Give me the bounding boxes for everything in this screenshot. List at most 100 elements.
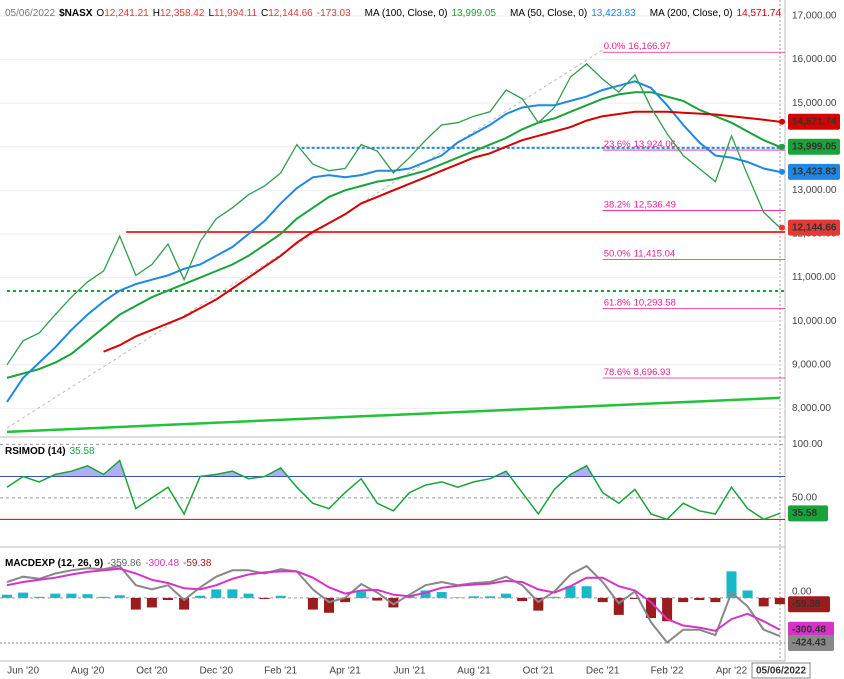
histogram-bar: [340, 597, 351, 603]
histogram-bar: [195, 595, 206, 598]
moving-average: [6, 80, 781, 403]
histogram-bar: [211, 589, 222, 598]
x-tick-label: Apr '21: [329, 666, 361, 677]
fib-price: 11,415.04: [634, 248, 676, 259]
histogram-bar: [517, 597, 528, 602]
header-text: MA (50, Close, 0): [510, 8, 587, 19]
price-tag: [788, 596, 830, 613]
histogram-bar: [742, 590, 753, 598]
histogram-bar: [597, 597, 608, 603]
rsi-line: [6, 459, 781, 521]
histogram-bar: [34, 596, 45, 598]
x-tick-label: Jun '21: [394, 666, 426, 677]
histogram-bar: [18, 592, 29, 598]
histogram-bar: [678, 597, 689, 603]
panel-header: 05/06/2022 $NASX O12,241.21 H12,358.42 L11,9…: [5, 8, 781, 19]
histogram-bar: [82, 594, 93, 598]
price-tag: [788, 621, 834, 638]
fib-price: 13,924.06: [634, 139, 676, 150]
histogram-bar: [324, 597, 334, 613]
x-tick-label: Jun '20: [7, 666, 39, 677]
price-tag-label: 35.58: [792, 508, 817, 519]
histogram-bar: [307, 597, 318, 610]
histogram-bar: [114, 595, 125, 598]
histogram-bar: [275, 595, 286, 598]
fib-label: 0.0% 16,166.97: [604, 41, 671, 52]
histogram-bar: [533, 597, 544, 611]
histogram-bar: [662, 597, 673, 622]
histogram-bar: [98, 596, 109, 598]
y-tick-label: 17,000.00: [792, 11, 837, 22]
header-text: $NASX: [59, 8, 93, 19]
histogram-bar: [726, 571, 737, 598]
header-text: 12,241.21: [104, 8, 149, 19]
histogram-bar: [565, 586, 576, 598]
histogram-bar: [388, 597, 399, 608]
macd-line: [6, 564, 781, 644]
x-tick-label: Oct '21: [523, 666, 555, 677]
fib-label: 38.2% 12,536.49: [604, 199, 676, 210]
fib-label: 78.6% 8,696.93: [604, 367, 671, 378]
fib-label: 23.6% 13,924.06: [604, 139, 676, 150]
fib-price: 12,536.49: [634, 199, 676, 210]
y-tick-label: 15,000.00: [792, 98, 837, 109]
price-tag: [788, 163, 840, 180]
header-text: C: [261, 8, 268, 19]
x-tick-label: Apr '22: [716, 666, 748, 677]
header-text: MA (200, Close, 0): [650, 8, 733, 19]
header-text: -359.86: [107, 558, 141, 569]
x-tick-label: Feb '21: [264, 666, 297, 677]
fib-ratio: 78.6%: [604, 367, 631, 378]
histogram-bar: [468, 596, 479, 598]
histogram-bar: [179, 597, 190, 610]
header-text: 35.58: [70, 446, 95, 457]
x-tick-label: Oct '20: [136, 666, 168, 677]
y-tick-label: 16,000.00: [792, 54, 837, 65]
y-tick-label: 8,000.00: [792, 403, 831, 414]
header-text: -173.03: [317, 8, 351, 19]
x-tick-label: Dec '21: [586, 666, 620, 677]
header-text: 12,144.66: [268, 8, 313, 19]
fib-label: 61.8% 10,293.58: [604, 297, 676, 308]
histogram-bar: [227, 589, 238, 598]
x-tick-label: Dec '20: [200, 666, 234, 677]
fib-label: 50.0% 11,415.04: [604, 248, 676, 259]
histogram-bar: [163, 597, 173, 601]
panel-header: RSIMOD (14) 35.58: [5, 446, 95, 457]
overbought-fill: [7, 460, 780, 477]
y-tick-label: 50.00: [792, 493, 817, 504]
header-text: 12,358.42: [160, 8, 205, 19]
price-dot: [779, 118, 785, 125]
histogram-bar: [2, 594, 12, 598]
histogram-bar: [436, 592, 447, 598]
x-tick-label: Aug '21: [457, 666, 491, 677]
y-tick-label: 11,000.00: [792, 272, 836, 283]
histogram-bar: [452, 597, 463, 598]
header-text: MA (100, Close, 0): [365, 8, 448, 19]
fib-ratio: 38.2%: [604, 199, 631, 210]
moving-average: [6, 91, 781, 379]
price-tag: [788, 634, 834, 651]
price-line: [6, 63, 781, 366]
header-text: -59.38: [183, 558, 212, 569]
header-text: 13,999.05: [451, 8, 496, 19]
date-box: [751, 662, 811, 679]
price-tag-label: -59.38: [792, 599, 821, 610]
histogram-bar: [420, 590, 431, 598]
date-box-label: 05/06/2022: [756, 666, 806, 677]
histogram-bar: [356, 591, 367, 598]
histogram-bar: [629, 597, 640, 599]
x-tick-label: Aug '20: [71, 666, 105, 677]
fib-price: 10,293.58: [634, 297, 676, 308]
header-text: 11,994.11: [214, 8, 257, 19]
histogram-bar: [50, 593, 61, 598]
trendline: [6, 396, 780, 434]
fib-price: 16,166.97: [628, 41, 670, 52]
price-tag-label: -424.43: [792, 638, 826, 649]
fib-ratio: 23.6%: [604, 139, 631, 150]
header-text: 13,423.83: [591, 8, 636, 19]
signal-line: [6, 567, 781, 632]
y-tick-label: 13,000.00: [792, 185, 837, 196]
